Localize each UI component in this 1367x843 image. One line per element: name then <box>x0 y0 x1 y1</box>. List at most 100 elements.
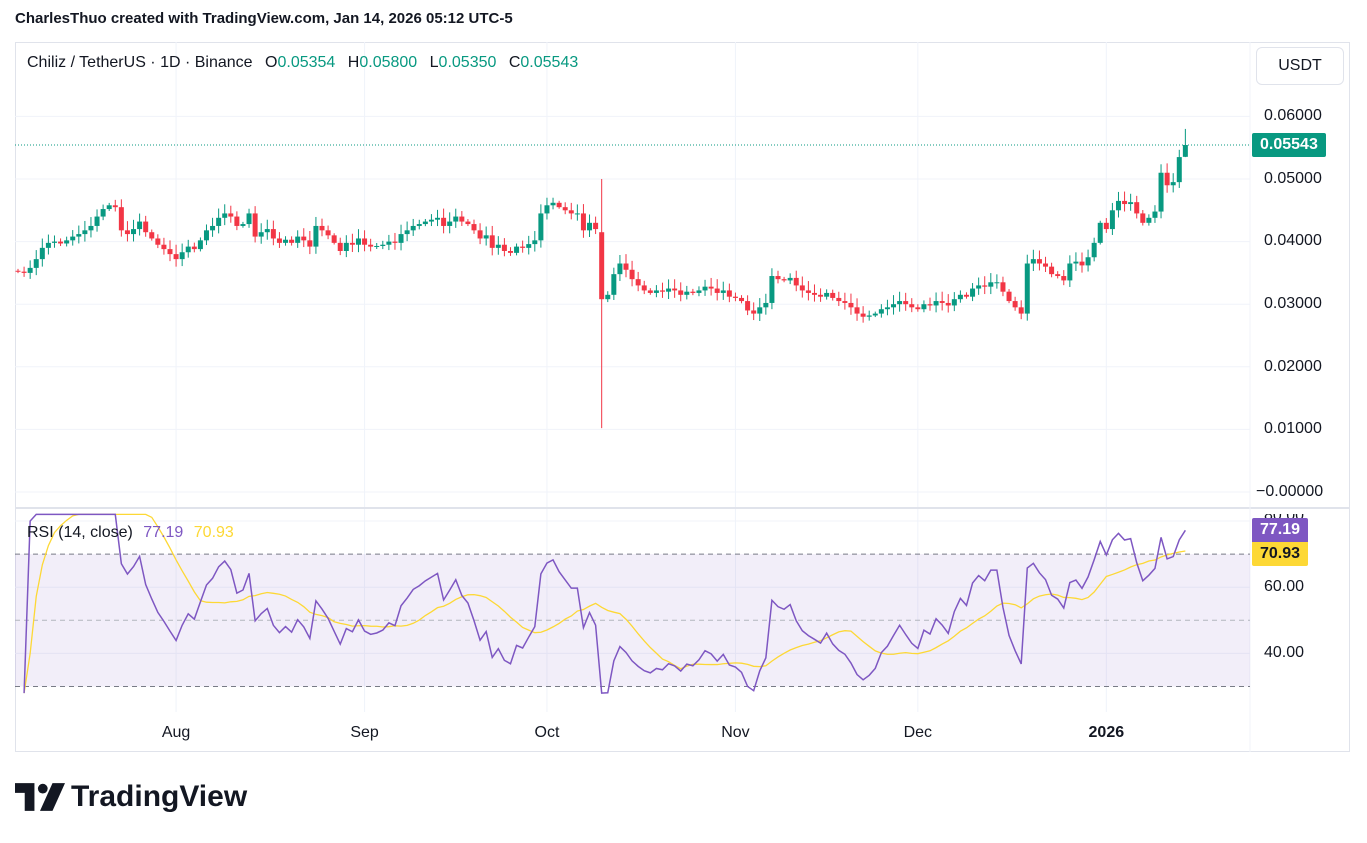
candle-down <box>775 276 781 280</box>
candle-up <box>435 217 441 220</box>
time-tick: 2026 <box>1088 724 1125 741</box>
low-value: 0.05350 <box>438 54 497 71</box>
candle-up <box>283 239 289 243</box>
candle-up <box>82 230 88 235</box>
candle-down <box>726 290 732 297</box>
candle-up <box>64 240 70 244</box>
rsi-title[interactable]: RSI (14, close) <box>27 524 133 541</box>
candle-up <box>891 304 897 308</box>
candle-down <box>507 250 513 253</box>
candle-down <box>143 221 149 233</box>
candle-up <box>526 244 532 248</box>
candle-down <box>830 292 836 298</box>
symbol-title[interactable]: Chiliz / TetherUS · 1D · Binance <box>27 54 253 71</box>
candle-down <box>1122 200 1128 205</box>
candle-up <box>1152 211 1158 218</box>
price-tick: 0.02000 <box>1264 358 1322 375</box>
candle-up <box>866 315 872 317</box>
candle-down <box>842 301 848 303</box>
candle-down <box>465 221 471 225</box>
candle-down <box>368 244 374 247</box>
candle-down <box>690 291 696 293</box>
rsi-ma-value-tag: 70.93 <box>1252 542 1309 566</box>
candle-down <box>289 239 295 243</box>
candle-down <box>909 304 915 308</box>
candle-up <box>994 282 1000 284</box>
candle-down <box>471 224 477 231</box>
rsi-tick: 40.00 <box>1264 644 1305 661</box>
currency-button[interactable]: USDT <box>1256 47 1344 85</box>
candle-down <box>325 230 331 236</box>
candle-down <box>124 230 130 235</box>
candle-up <box>27 267 33 273</box>
candle-up <box>313 225 319 247</box>
candle-up <box>611 274 617 295</box>
candle-up <box>757 307 763 314</box>
candle-up <box>617 263 623 275</box>
rsi-ma-line <box>23 513 1186 694</box>
candle-up <box>605 294 611 300</box>
candle-up <box>33 259 39 268</box>
candle-down <box>520 246 526 248</box>
candle-up <box>532 240 538 245</box>
candle-down <box>1103 222 1109 230</box>
candle-up <box>483 235 489 239</box>
candle-up <box>203 230 209 241</box>
low-label: L <box>429 54 439 71</box>
candle-down <box>714 288 720 293</box>
chart-credit: CharlesThuo created with TradingView.com… <box>15 10 513 27</box>
candle-down <box>1055 274 1061 277</box>
candle-up <box>538 213 544 241</box>
candle-down <box>1049 266 1055 275</box>
candle-up <box>447 221 453 226</box>
candle-down <box>751 310 757 314</box>
logo-text: TradingView <box>71 780 248 813</box>
candle-up <box>240 224 246 226</box>
candle-down <box>939 301 945 303</box>
candle-down <box>349 242 355 245</box>
candle-down <box>276 238 282 243</box>
tradingview-logo-icon <box>15 783 65 811</box>
candle-down <box>854 307 860 314</box>
candle-down <box>568 210 574 214</box>
candle-down <box>1140 213 1146 223</box>
candle-up <box>769 276 775 303</box>
candle-up <box>1024 263 1030 314</box>
rsi-legend-ma-value: 70.93 <box>193 524 234 541</box>
rsi-legend: RSI (14, close) 77.19 70.93 <box>27 524 234 542</box>
candle-up <box>1030 259 1036 264</box>
close-label: C <box>508 54 521 71</box>
candle-down <box>234 216 240 226</box>
candle-down <box>319 225 325 231</box>
candle-down <box>963 294 969 297</box>
candle-up <box>1182 145 1188 157</box>
candle-up <box>1109 210 1115 230</box>
candle-down <box>836 297 842 302</box>
candle-down <box>489 235 495 248</box>
candle-up <box>179 252 185 260</box>
candle-up <box>197 240 203 250</box>
candle-down <box>118 207 124 231</box>
candle-up <box>970 288 976 297</box>
candle-up <box>544 205 550 214</box>
candle-up <box>398 234 404 243</box>
candle-down <box>441 217 447 226</box>
candle-up <box>295 236 301 243</box>
candle-down <box>805 290 811 293</box>
candle-up <box>1085 257 1091 266</box>
candle-down <box>459 216 465 222</box>
candle-up <box>587 222 593 231</box>
tradingview-logo[interactable]: TradingView <box>15 780 247 814</box>
candle-up <box>653 290 659 293</box>
candle-down <box>252 213 258 237</box>
candle-up <box>976 285 982 289</box>
last-price-tag: 0.05543 <box>1252 133 1326 157</box>
open-value: 0.05354 <box>277 54 336 71</box>
candle-up <box>137 221 143 230</box>
price-tick: 0.05000 <box>1264 170 1322 187</box>
candle-up <box>787 277 793 281</box>
candle-up <box>185 246 191 253</box>
candle-down <box>708 286 714 289</box>
candle-down <box>860 313 866 317</box>
